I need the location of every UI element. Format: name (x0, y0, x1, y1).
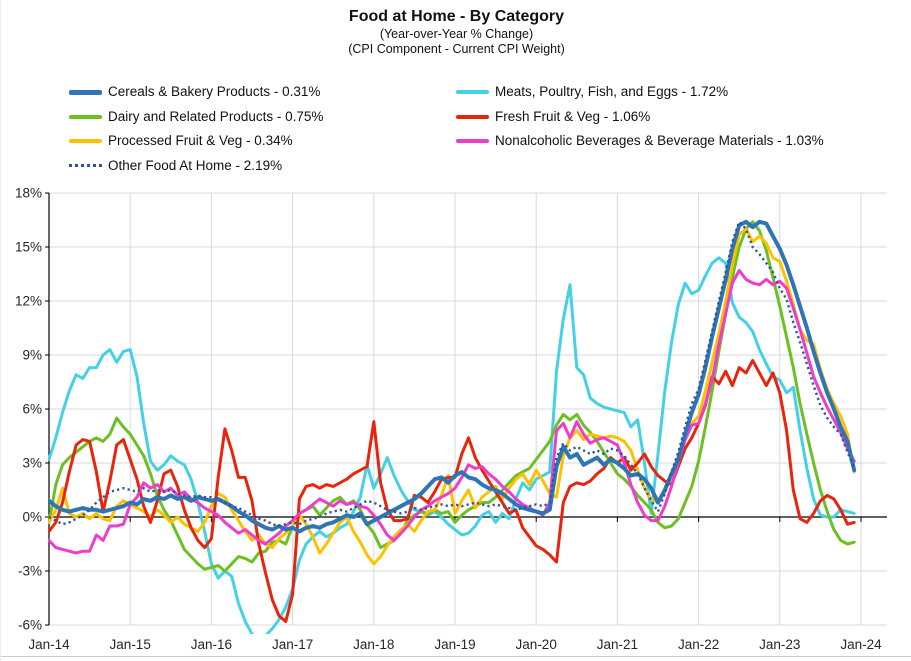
x-axis-label: Jan-20 (516, 637, 557, 652)
x-axis-label: Jan-22 (678, 637, 719, 652)
bottom-divider-line (1, 656, 911, 657)
legend-item-dairy-and-related-products: Dairy and Related Products - 0.75% (69, 105, 323, 130)
series-line-nonalcoholic-beverages-beverage-materials (48, 268, 856, 555)
series-line-processed-fruit-veg (48, 227, 856, 566)
y-axis-label: 6% (22, 402, 42, 417)
legend-item-meats-poultry-fish-and-eggs: Meats, Poultry, Fish, and Eggs - 1.72% (456, 80, 824, 105)
x-axis-label: Jan-15 (110, 637, 151, 652)
chart-title: Food at Home - By Category (348, 8, 565, 25)
legend-item-other-food-at-home: Other Food At Home - 2.19% (69, 154, 323, 179)
legend-label: Cereals & Bakery Products - 0.31% (108, 84, 321, 99)
chart-subtitle-2: (CPI Component - Current CPI Weight) (348, 42, 565, 56)
y-axis-label: 3% (22, 456, 42, 471)
y-axis-label: 9% (22, 348, 42, 363)
legend-column-left: Cereals & Bakery Products - 0.31% Dairy a… (69, 80, 323, 178)
legend-item-processed-fruit-veg: Processed Fruit & Veg - 0.34% (69, 129, 323, 154)
legend-swatch-dotted (69, 164, 102, 168)
legend-item-fresh-fruit-veg: Fresh Fruit & Veg - 1.06% (456, 105, 824, 130)
legend-swatch-line (456, 139, 489, 144)
legend-label: Other Food At Home - 2.19% (108, 157, 283, 173)
legend-swatch-line (69, 139, 102, 144)
legend-swatch-line (456, 114, 489, 119)
legend-label: Nonalcoholic Beverages & Beverage Materi… (495, 133, 824, 148)
title-block: Food at Home - By Category (Year-over-Ye… (1, 8, 911, 56)
legend-swatch-line (456, 90, 489, 95)
legend-label: Meats, Poultry, Fish, and Eggs - 1.72% (495, 84, 729, 99)
legend-label: Dairy and Related Products - 0.75% (108, 108, 324, 124)
series-line-cereals-bakery-products (48, 219, 857, 534)
x-axis-label: Jan-23 (759, 637, 800, 652)
legend-swatch-line (69, 114, 102, 119)
x-axis-label: Jan-14 (28, 637, 70, 652)
legend-label: Fresh Fruit & Veg - 1.06% (495, 108, 651, 124)
legend-item-cereals-bakery-products: Cereals & Bakery Products - 0.31% (69, 80, 323, 105)
series-line-other-food-at-home (48, 220, 856, 528)
legend-item-nonalcoholic-beverages-beverage-materials: Nonalcoholic Beverages & Beverage Materi… (456, 129, 824, 154)
y-axis-label: 0% (22, 510, 42, 525)
series-line-meats-poultry-fish-and-eggs (48, 256, 856, 634)
y-axis-label: 18% (15, 186, 42, 201)
series-line-dairy-and-related-products (48, 220, 856, 573)
legend-label: Processed Fruit & Veg - 0.34% (108, 133, 293, 148)
legend-column-right: Meats, Poultry, Fish, and Eggs - 1.72% Fr… (456, 80, 824, 154)
y-axis-label: 12% (15, 294, 42, 309)
y-axis-label: -6% (18, 618, 42, 633)
y-axis-label: -3% (18, 564, 42, 579)
x-axis-label: Jan-16 (191, 637, 232, 652)
x-axis-label: Jan-19 (434, 637, 475, 652)
y-axis-label: 15% (15, 240, 42, 255)
x-axis-label: Jan-17 (272, 637, 313, 652)
x-axis-label: Jan-21 (597, 637, 638, 652)
x-axis-label: Jan-24 (840, 637, 882, 652)
x-axis-label: Jan-18 (353, 637, 394, 652)
legend-swatch-line (69, 89, 102, 95)
chart-subtitle-1: (Year-over-Year % Change) (379, 27, 534, 41)
